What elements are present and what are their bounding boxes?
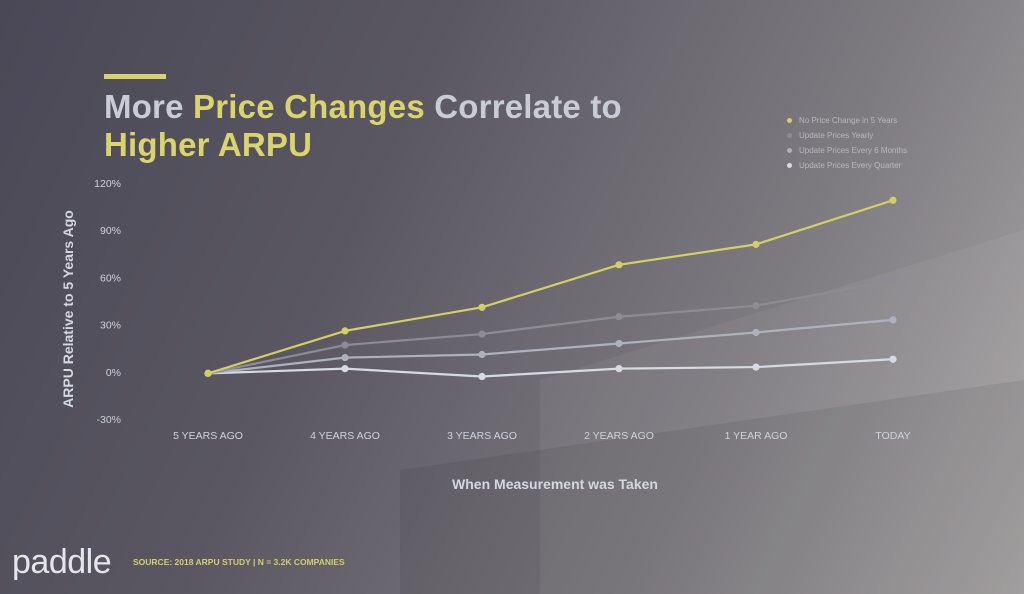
legend-swatch bbox=[787, 148, 792, 153]
data-point bbox=[615, 365, 623, 373]
title-accent-bar bbox=[104, 74, 166, 79]
x-tick-label: 3 YEARS AGO bbox=[447, 430, 517, 442]
series-line-0 bbox=[206, 199, 895, 375]
legend-label: Update Prices Every Quarter bbox=[799, 161, 902, 170]
legend-swatch bbox=[787, 163, 792, 168]
legend-label: No Price Change in 5 Years bbox=[799, 116, 898, 125]
legend-item: No Price Change in 5 Years bbox=[787, 113, 907, 128]
data-point bbox=[478, 303, 486, 311]
x-tick-label: 2 YEARS AGO bbox=[584, 430, 654, 442]
source-note: SOURCE: 2018 ARPU STUDY | N = 3.2K COMPA… bbox=[133, 557, 345, 567]
legend-item: Update Prices Yearly bbox=[787, 128, 907, 143]
y-tick-label: 0% bbox=[106, 367, 121, 379]
y-tick-label: 60% bbox=[100, 272, 121, 284]
data-point bbox=[889, 316, 897, 324]
data-point bbox=[478, 350, 486, 359]
y-tick-label: 30% bbox=[100, 320, 121, 332]
data-point bbox=[752, 240, 760, 248]
data-point bbox=[889, 196, 897, 204]
y-tick-label: -30% bbox=[96, 414, 121, 426]
y-tick-label: 90% bbox=[100, 225, 121, 237]
data-point bbox=[341, 327, 349, 335]
data-point bbox=[752, 363, 760, 371]
data-point bbox=[615, 339, 623, 348]
x-tick-label: 1 YEAR AGO bbox=[725, 430, 788, 442]
x-axis-label: When Measurement was Taken bbox=[452, 476, 658, 492]
legend-swatch bbox=[787, 118, 792, 123]
data-point bbox=[478, 330, 486, 338]
data-point bbox=[889, 355, 897, 363]
data-point bbox=[204, 369, 212, 377]
x-tick-label: 5 YEARS AGO bbox=[173, 430, 243, 442]
legend-item: Update Prices Every 6 Months bbox=[787, 143, 907, 158]
title-part-2: Correlate to bbox=[424, 88, 622, 125]
legend-label: Update Prices Yearly bbox=[799, 131, 874, 140]
slide-title: More Price Changes Correlate to Higher A… bbox=[104, 88, 622, 164]
title-line-2: Higher ARPU bbox=[104, 126, 313, 163]
title-part-1: More bbox=[104, 88, 194, 125]
data-point bbox=[615, 261, 623, 269]
data-point bbox=[341, 354, 349, 362]
legend-swatch bbox=[787, 133, 792, 138]
x-tick-label: 4 YEARS AGO bbox=[310, 430, 380, 442]
title-highlight: Price Changes bbox=[193, 88, 425, 125]
data-point bbox=[752, 328, 760, 337]
data-point bbox=[752, 302, 760, 310]
legend-label: Update Prices Every 6 Months bbox=[799, 146, 908, 155]
x-tick-label: TODAY bbox=[875, 430, 910, 442]
series-line-2 bbox=[206, 318, 895, 375]
legend-item: Update Prices Every Quarter bbox=[787, 158, 907, 173]
series-line-1 bbox=[206, 279, 895, 375]
y-tick-label: 120% bbox=[94, 178, 121, 190]
chart-legend: No Price Change in 5 Years Update Prices … bbox=[787, 113, 907, 173]
paddle-logo: paddle bbox=[12, 543, 112, 581]
series-line-3 bbox=[206, 358, 895, 378]
data-point bbox=[478, 372, 486, 381]
data-point bbox=[341, 365, 349, 373]
data-point bbox=[889, 276, 897, 285]
data-point bbox=[341, 341, 349, 349]
data-point bbox=[615, 313, 623, 321]
y-axis-label: ARPU Relative to 5 Years Ago bbox=[60, 210, 76, 408]
